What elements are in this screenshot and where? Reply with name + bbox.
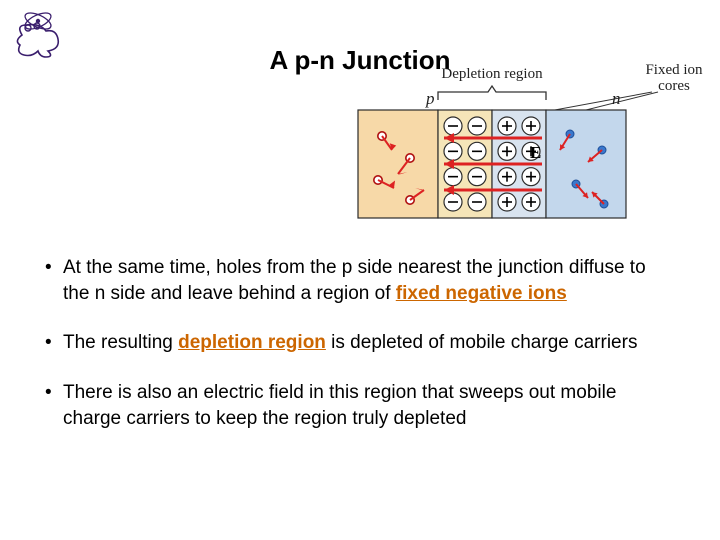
bullet-item: There is also an electric field in this … xyxy=(45,380,675,431)
bullet-text: There is also an electric field in this … xyxy=(63,382,616,429)
bullet-text: depletion region xyxy=(178,332,326,353)
svg-text:Fixed ion: Fixed ion xyxy=(645,62,703,78)
bullet-item: The resulting depletion region is deplet… xyxy=(45,330,675,356)
bullet-text: fixed negative ions xyxy=(396,283,567,304)
svg-text:p: p xyxy=(425,89,435,108)
svg-text:Depletion region: Depletion region xyxy=(441,66,543,82)
bullet-text: is depleted of mobile charge carriers xyxy=(326,332,638,353)
bullet-item: At the same time, holes from the p side … xyxy=(45,255,675,306)
svg-text:n: n xyxy=(612,89,621,108)
bullet-text: The resulting xyxy=(63,332,178,353)
pn-junction-diagram: Depletion region Fixed ioncores p n E xyxy=(352,62,712,232)
bullet-list: At the same time, holes from the p side … xyxy=(45,255,675,455)
svg-text:cores: cores xyxy=(658,78,690,94)
svg-text:E: E xyxy=(530,143,541,162)
